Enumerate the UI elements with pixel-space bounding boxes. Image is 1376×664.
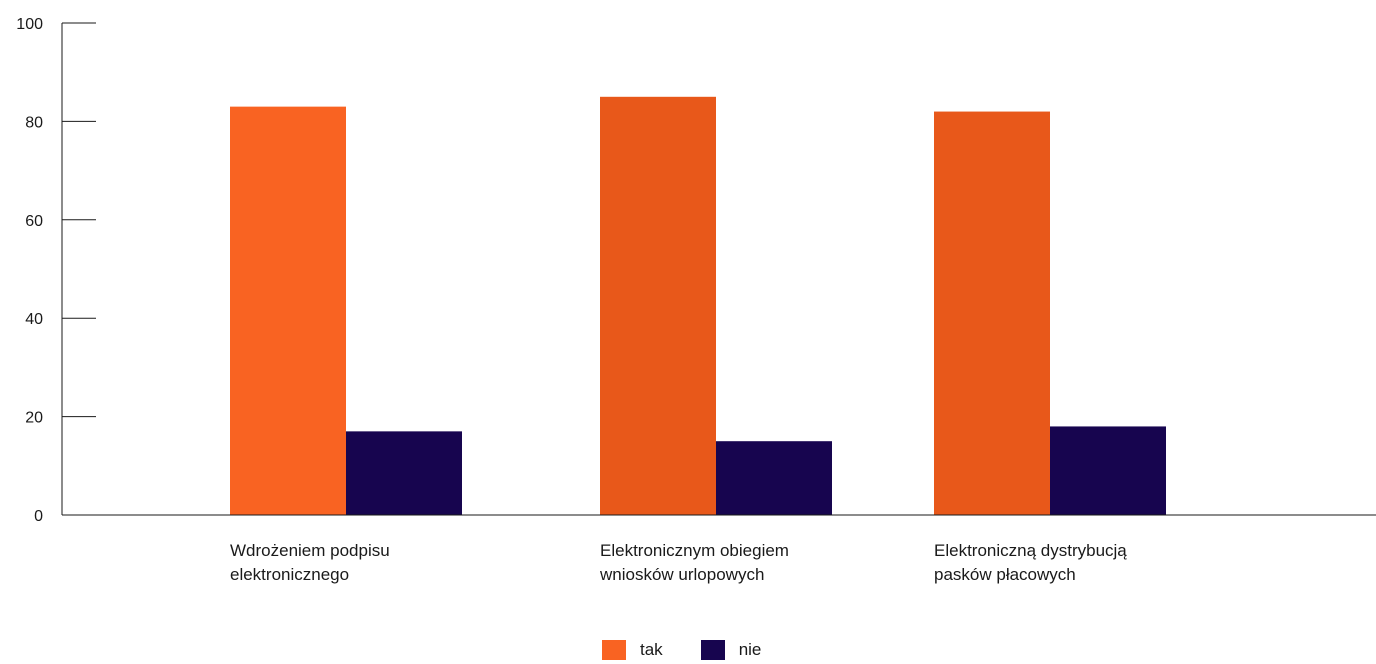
bar-nie-1	[346, 431, 462, 515]
bars	[230, 96, 1166, 516]
legend-label-tak: tak	[640, 640, 663, 659]
x-category-label-line: pasków płacowych	[934, 565, 1076, 584]
x-category-label-line: Wdrożeniem podpisu	[230, 541, 390, 560]
y-tick-label: 40	[25, 311, 43, 328]
y-tick-label: 80	[25, 114, 43, 131]
bar-tak-1	[230, 106, 346, 515]
bar-nie-3	[1050, 426, 1166, 515]
x-category-label-line: Elektroniczną dystrybucją	[934, 541, 1127, 560]
y-tick-label: 0	[34, 508, 43, 525]
x-category-label: Elektroniczną dystrybucją pasków płacowyc…	[934, 539, 1174, 587]
bar-nie-2	[716, 441, 832, 515]
x-category-label-line: Elektronicznym obiegiem	[600, 541, 789, 560]
bar-tak-3	[934, 111, 1050, 515]
y-tick-label: 100	[16, 16, 43, 33]
legend-item-nie: nie	[700, 640, 762, 660]
x-category-label-line: elektronicznego	[230, 565, 350, 584]
x-category-label: Elektronicznym obiegiem wniosków urlopowy…	[600, 539, 840, 587]
legend-swatch-nie	[700, 640, 725, 660]
bar-tak-2	[600, 96, 716, 516]
y-tick-label: 60	[25, 213, 43, 230]
legend-swatch-tak	[602, 640, 626, 660]
legend: tak nie	[602, 640, 799, 660]
x-category-label-line: wniosków urlopowych	[600, 565, 765, 584]
legend-item-tak: tak	[602, 640, 663, 660]
legend-label-nie: nie	[738, 640, 762, 659]
y-axis: 0 20 40 60 80 100	[16, 16, 96, 525]
y-tick-label: 20	[25, 410, 43, 427]
x-category-label: Wdrożeniem podpisu elektronicznego	[230, 539, 470, 587]
